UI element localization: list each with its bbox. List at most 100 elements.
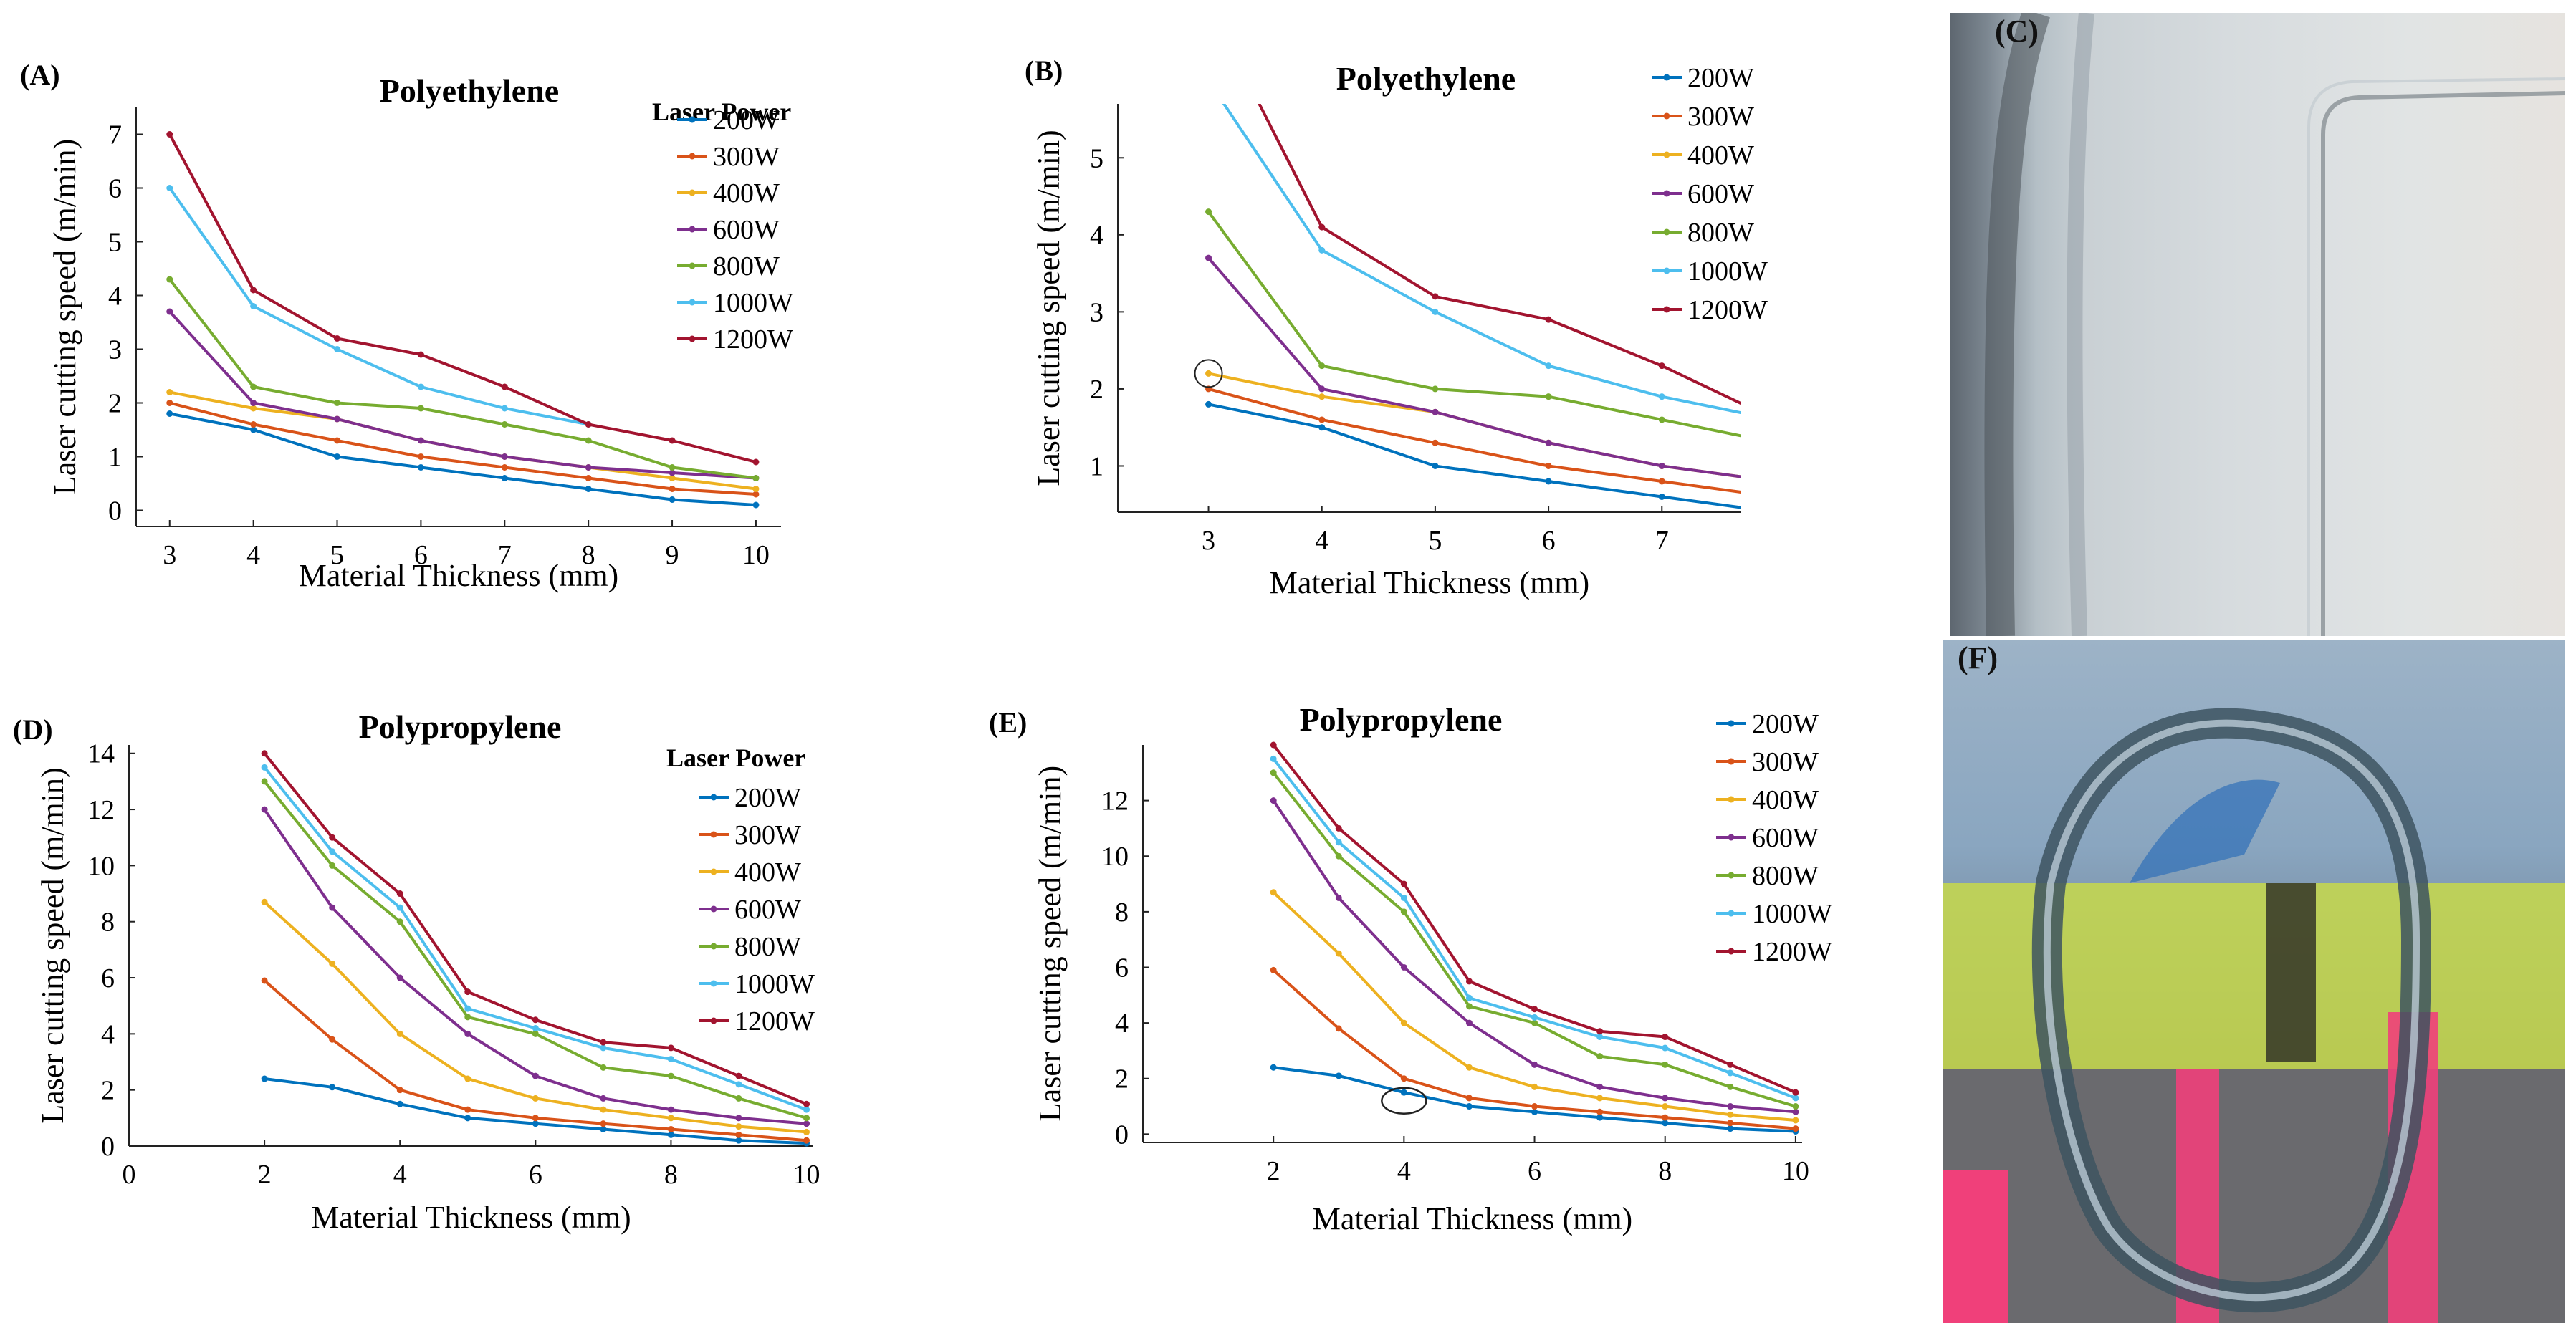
data-point — [600, 1106, 607, 1113]
panel-label: (A) — [20, 59, 60, 91]
legend-marker — [1728, 720, 1735, 727]
data-point — [250, 400, 257, 406]
data-point — [1772, 416, 1778, 423]
data-point — [585, 421, 592, 428]
y-axis-label: Laser cutting speed (m/min) — [1031, 130, 1066, 486]
y-axis-label: Laser cutting speed (m/min) — [47, 139, 82, 495]
series-line-1000W — [263, 766, 808, 1111]
data-point — [1772, 478, 1778, 484]
data-point — [600, 1044, 607, 1052]
legend-marker — [689, 153, 696, 160]
data-point — [752, 475, 760, 481]
legend-label: 300W — [1752, 747, 1819, 777]
legend-marker — [1663, 112, 1670, 120]
x-tick-label: 0 — [123, 1160, 136, 1190]
panel-label: (E) — [989, 706, 1027, 739]
y-tick-label: 0 — [101, 1132, 115, 1162]
data-point — [166, 185, 173, 191]
legend-marker — [710, 831, 717, 838]
data-point — [1318, 416, 1326, 423]
data-point — [1400, 1089, 1407, 1096]
data-point — [1205, 208, 1212, 216]
legend-marker — [710, 905, 717, 913]
chart-panel-2: (D) Polypropylene 0 2 4 6 8 10 0 2 4 6 8 10 12 14 Materi… — [13, 708, 820, 1235]
data-point — [417, 437, 424, 444]
photo-c-image — [1984, 13, 2565, 636]
data-point — [1335, 894, 1342, 901]
data-point — [1465, 1103, 1473, 1110]
data-point — [166, 410, 173, 417]
data-point — [803, 1100, 810, 1107]
data-point — [1270, 741, 1277, 749]
series-line-200W — [169, 412, 757, 506]
data-point — [1727, 1061, 1734, 1068]
y-tick-label: 2 — [108, 389, 122, 419]
data-point — [1270, 769, 1277, 776]
y-tick-label: 12 — [87, 795, 115, 825]
data-point — [1465, 1003, 1473, 1010]
data-point — [735, 1131, 742, 1138]
data-point — [464, 1106, 471, 1113]
legend-label: 200W — [1687, 63, 1754, 93]
legend: 200W 300W 400W 600W 800W 1000W 1200W — [1652, 63, 1768, 325]
data-point — [1270, 1064, 1277, 1071]
data-point — [1531, 1019, 1538, 1026]
data-point — [803, 1137, 810, 1144]
data-point — [1432, 308, 1439, 315]
data-point — [735, 1081, 742, 1088]
data-point — [735, 1072, 742, 1079]
x-tick-label: 8 — [582, 540, 595, 570]
y-tick-label: 5 — [1090, 143, 1103, 173]
x-tick-label: 4 — [393, 1160, 407, 1190]
chart-title: Polypropylene — [1300, 701, 1503, 738]
x-tick-label: 2 — [1267, 1156, 1280, 1186]
series-line-800W — [1207, 211, 1741, 438]
legend-label: 400W — [1752, 785, 1819, 815]
y-tick-label: 4 — [1115, 1009, 1129, 1039]
legend-label: 1200W — [1752, 937, 1832, 967]
chart-panel-1: (B) Polyethylene 3 4 5 6 7 1 2 3 4 5 Material Thickn… — [1025, 54, 1778, 600]
series-group — [166, 131, 760, 509]
legend-label: 400W — [713, 178, 780, 208]
data-point — [396, 974, 403, 981]
legend-label: 600W — [734, 895, 801, 925]
legend-label: 1200W — [734, 1006, 815, 1036]
data-point — [532, 1115, 539, 1122]
data-point — [752, 458, 760, 466]
x-tick-label: 6 — [1542, 526, 1556, 556]
photo-f-image — [1943, 708, 2565, 1323]
y-tick-label: 10 — [87, 851, 115, 881]
chart-panel-3: (E) Polypropylene 2 4 6 8 10 0 2 4 6 8 10 12 Material … — [989, 701, 1832, 1236]
x-axis-label: Material Thickness (mm) — [1270, 565, 1589, 600]
legend-label: 600W — [1687, 179, 1754, 209]
y-tick-label: 8 — [101, 908, 115, 938]
legend-marker — [1728, 796, 1735, 803]
series-line-600W — [168, 310, 757, 480]
series-line-1000W — [168, 187, 589, 426]
x-tick-label: 2 — [258, 1160, 272, 1190]
data-point — [752, 501, 760, 509]
data-point — [1596, 1095, 1604, 1102]
data-point — [1318, 223, 1326, 231]
legend-marker — [689, 335, 696, 342]
series-line-1200W — [1258, 104, 1741, 405]
data-point — [501, 464, 508, 471]
data-point — [396, 1030, 403, 1037]
series-group — [1205, 104, 1778, 509]
data-point — [532, 1025, 539, 1032]
data-point — [1335, 839, 1342, 846]
data-point — [1318, 385, 1326, 393]
data-point — [1792, 1117, 1799, 1124]
data-point — [669, 464, 676, 471]
photo-panel-f: (F) — [1943, 640, 2565, 1323]
series-line-200W — [1208, 403, 1741, 509]
data-point — [396, 918, 403, 925]
data-point — [1270, 797, 1277, 804]
data-point — [600, 1126, 607, 1133]
chart-title: Polypropylene — [359, 708, 562, 745]
data-point — [1658, 493, 1665, 500]
x-tick-label: 6 — [414, 540, 428, 570]
legend-marker — [689, 226, 696, 233]
data-point — [1662, 1044, 1669, 1052]
data-point — [1792, 1108, 1799, 1115]
